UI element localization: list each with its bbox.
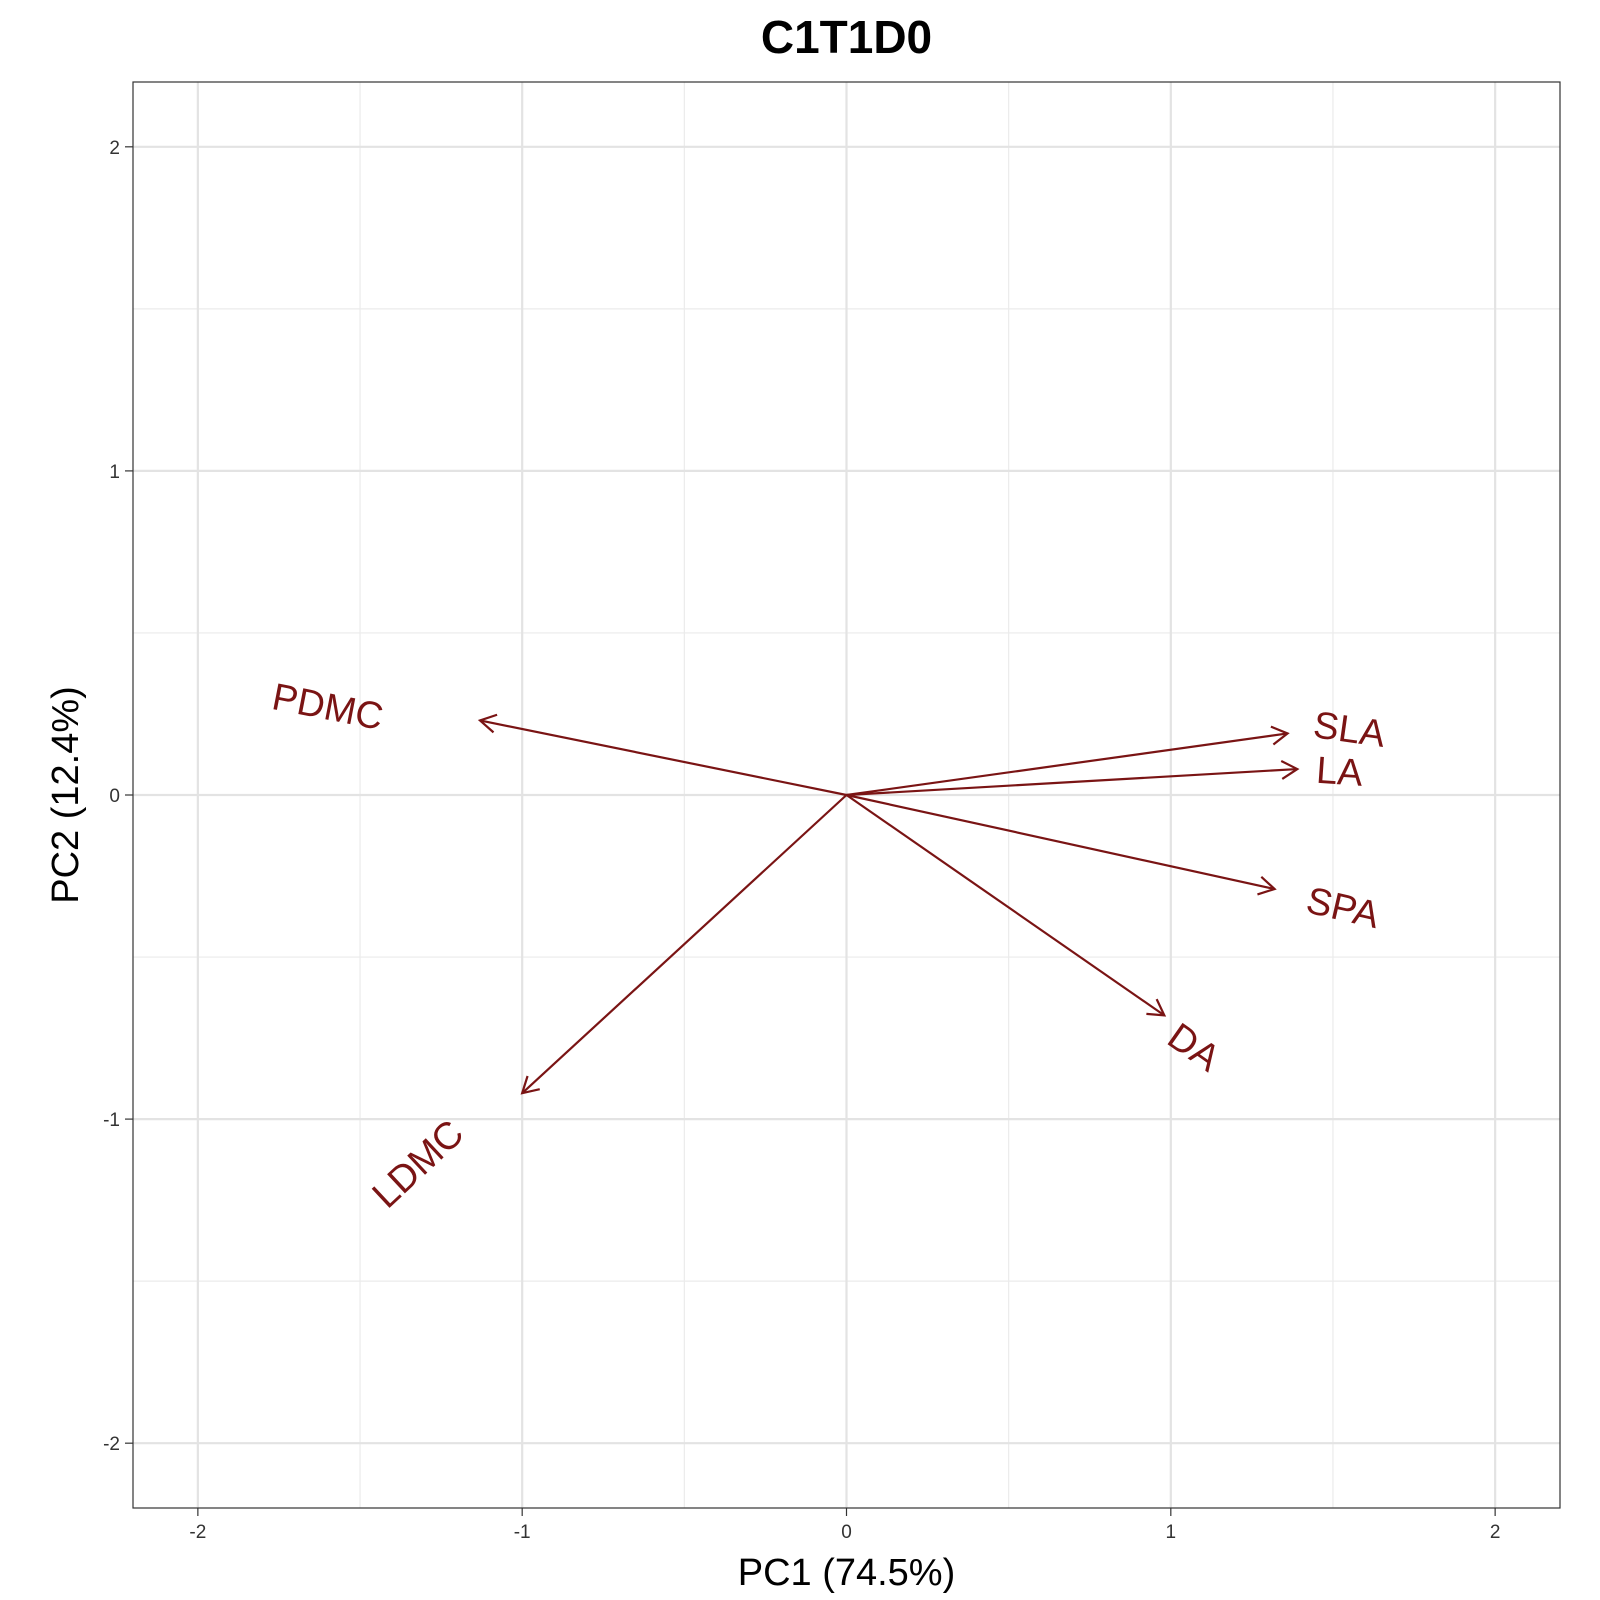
chart-title: C1T1D0 bbox=[761, 11, 932, 63]
arrowhead-pdmc bbox=[477, 713, 498, 734]
vector-la bbox=[846, 767, 1298, 797]
x-tick-label: -1 bbox=[514, 1522, 531, 1543]
x-tick-label: 0 bbox=[841, 1522, 852, 1543]
vector-sla bbox=[846, 732, 1288, 797]
y-axis-ticks: -2 -1 0 1 2 bbox=[103, 138, 133, 1455]
arrowhead-la bbox=[1280, 760, 1300, 780]
x-tick-label: 2 bbox=[1490, 1522, 1501, 1543]
arrowhead-da bbox=[1146, 998, 1167, 1017]
arrowhead-spa bbox=[1257, 876, 1277, 896]
x-axis-ticks: -2 -1 0 1 2 bbox=[189, 1508, 1500, 1543]
y-tick-label: 0 bbox=[109, 786, 120, 807]
x-axis-title: PC1 (74.5%) bbox=[738, 1552, 956, 1594]
arrowhead-sla bbox=[1270, 725, 1290, 746]
y-tick-label: -2 bbox=[103, 1434, 120, 1455]
y-axis-title: PC2 (12.4%) bbox=[45, 686, 87, 904]
y-tick-label: 1 bbox=[109, 462, 120, 483]
arrowhead-ldmc bbox=[520, 1075, 540, 1095]
vector-ldmc bbox=[521, 794, 848, 1094]
x-tick-label: -2 bbox=[189, 1522, 206, 1543]
vector-label-la: LA bbox=[1315, 750, 1365, 795]
vector-label-sla: SLA bbox=[1311, 704, 1389, 756]
vector-pdmc bbox=[479, 719, 847, 797]
vector-da bbox=[845, 794, 1165, 1017]
vector-spa bbox=[846, 793, 1275, 891]
y-tick-label: -1 bbox=[103, 1110, 120, 1131]
y-tick-label: 2 bbox=[109, 138, 120, 159]
x-tick-label: 1 bbox=[1166, 1522, 1177, 1543]
